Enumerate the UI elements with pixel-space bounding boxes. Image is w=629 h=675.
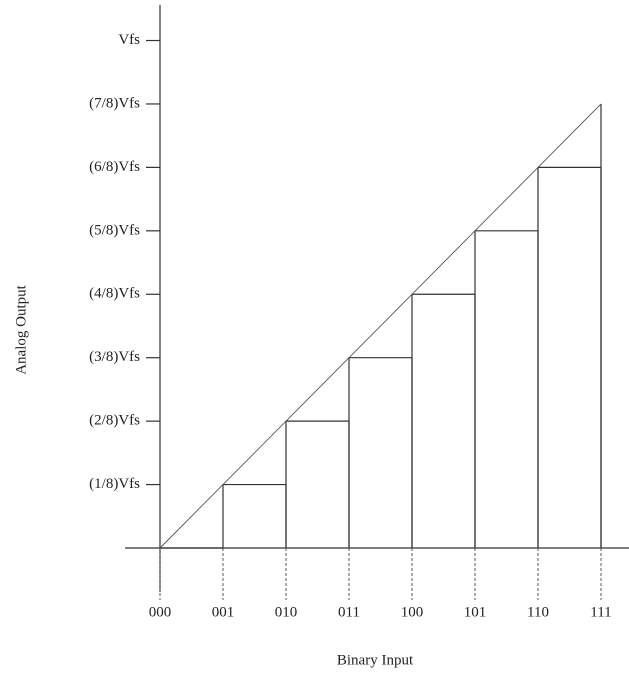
x-tick-label: 111 bbox=[590, 604, 611, 620]
y-tick-label: (2/8)Vfs bbox=[89, 413, 140, 429]
y-tick-label: Vfs bbox=[118, 32, 140, 48]
y-tick-label: (5/8)Vfs bbox=[89, 222, 140, 238]
step-bar bbox=[475, 231, 538, 548]
chart: Analog Output Binary Input (1/8)Vfs (2/8)… bbox=[0, 0, 629, 675]
step-bar bbox=[538, 167, 601, 548]
x-tick-label: 011 bbox=[338, 604, 360, 620]
y-tick-label: (3/8)Vfs bbox=[89, 349, 140, 365]
step-bar bbox=[223, 485, 286, 548]
x-axis-title: Binary Input bbox=[337, 652, 414, 668]
x-tick-label: 101 bbox=[464, 604, 487, 620]
y-tick-label: (1/8)Vfs bbox=[89, 476, 140, 492]
step-bar bbox=[412, 294, 475, 548]
y-tick-label: (7/8)Vfs bbox=[89, 95, 140, 111]
x-tick-label: 000 bbox=[149, 604, 172, 620]
ideal-line bbox=[160, 104, 601, 548]
y-tick-label: (4/8)Vfs bbox=[89, 286, 140, 302]
y-axis-title: Analog Output bbox=[13, 284, 29, 374]
x-tick-label: 110 bbox=[527, 604, 549, 620]
y-tick-label: (6/8)Vfs bbox=[89, 159, 140, 175]
x-tick-label: 001 bbox=[212, 604, 235, 620]
step-bar bbox=[286, 421, 349, 548]
step-bar bbox=[349, 358, 412, 548]
x-tick-label: 100 bbox=[401, 604, 424, 620]
x-tick-label: 010 bbox=[275, 604, 298, 620]
